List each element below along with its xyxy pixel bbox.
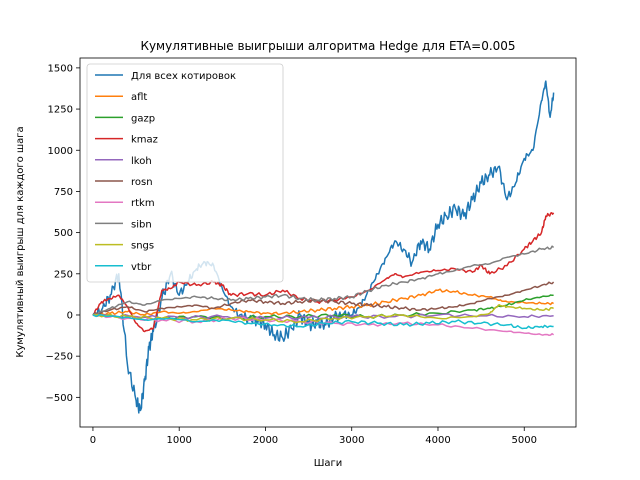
series-line-6 (92, 314, 555, 337)
legend-label-6: rtkm (131, 198, 155, 209)
y-tick-label: 1000 (48, 146, 73, 157)
x-tick-label: 2000 (253, 435, 278, 446)
y-axis-label: Кумулятивный выигрыш для каждого шага (15, 126, 26, 357)
legend-label-7: sibn (131, 219, 152, 230)
y-tick-label: 0 (67, 310, 73, 321)
y-tick-label: −250 (46, 352, 73, 363)
y-tick-label: 750 (54, 187, 73, 198)
y-tick-label: 1250 (48, 105, 73, 116)
plot-area (92, 80, 555, 414)
series-line-8 (92, 304, 554, 324)
chart-title: Кумулятивные выигрыши алгоритма Hedge дл… (140, 39, 515, 53)
x-tick-label: 1000 (166, 435, 191, 446)
y-tick-label: 500 (54, 228, 73, 239)
legend-label-5: rosn (131, 177, 153, 188)
legend-box (86, 63, 284, 283)
series-layer (92, 80, 555, 414)
x-tick-label: 3000 (339, 435, 364, 446)
legend-label-1: aflt (131, 92, 147, 103)
legend-label-2: gazp (131, 113, 155, 124)
x-axis: 0 1000 2000 3000 4000 5000 (90, 427, 537, 446)
legend-label-8: sngs (131, 241, 154, 252)
y-tick-label: −500 (46, 393, 73, 404)
series-line-4 (92, 313, 554, 321)
x-tick-label: 4000 (425, 435, 450, 446)
series-line-7 (92, 245, 555, 316)
x-axis-label: Шаги (314, 458, 343, 469)
legend-label-0: Для всех котировок (131, 71, 236, 82)
series-line-9 (92, 314, 554, 330)
legend-label-3: kmaz (131, 135, 158, 146)
legend-label-9: vtbr (131, 262, 152, 273)
x-tick-label: 5000 (512, 435, 537, 446)
y-axis: −500 −250 0 250 500 750 1000 1250 1500 (46, 63, 80, 404)
legend-label-4: lkoh (131, 156, 152, 167)
y-tick-label: 250 (54, 269, 73, 280)
x-tick-label: 0 (90, 435, 96, 446)
legend: Для всех котировок aflt gazp kmaz lkoh rosn rt… (86, 63, 284, 283)
axes-frame (79, 57, 577, 428)
y-tick-label: 1500 (48, 63, 73, 74)
